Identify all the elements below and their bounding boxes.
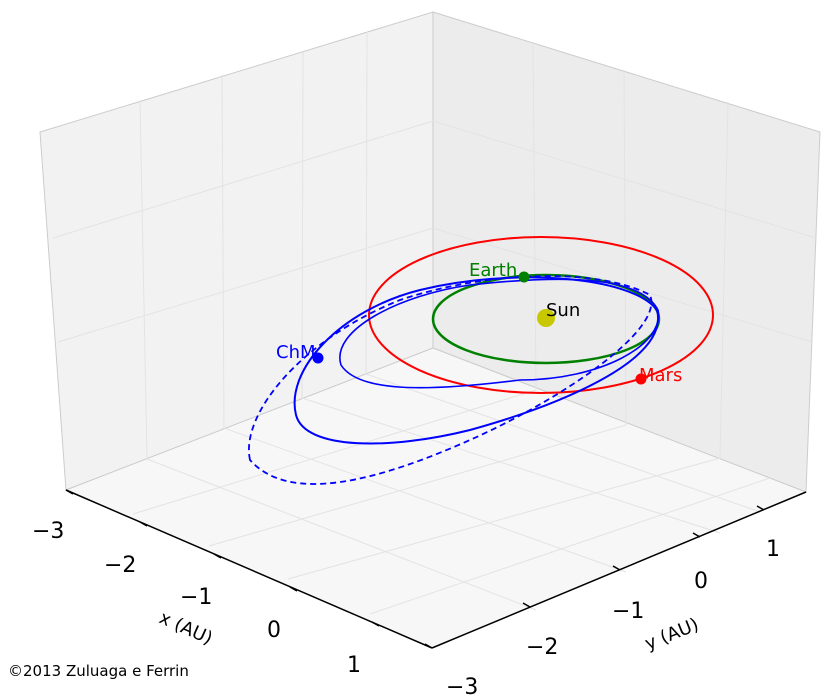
chm-orbit-outer (293, 276, 660, 445)
sun-label: Sun (546, 300, 580, 321)
y-axis-ticks (424, 505, 765, 649)
grid (52, 31, 817, 615)
x-axis-ticks (65, 489, 380, 627)
x-tick-label: −3 (32, 519, 64, 544)
chm-marker (312, 352, 324, 364)
earth-label: Earth (469, 260, 517, 281)
chm-label: ChM (276, 342, 316, 363)
y-tick-label: −3 (446, 675, 478, 700)
x-tick-label: 1 (347, 653, 361, 678)
x-tick-label: −2 (104, 553, 136, 578)
y-tick-label: −1 (612, 599, 644, 624)
y-tick-label: 0 (694, 569, 708, 594)
mars-label: Mars (639, 365, 682, 386)
x-tick-label: 0 (267, 618, 281, 643)
y-axis-label: y (AU) (642, 614, 702, 654)
x-tick-label: −1 (180, 585, 212, 610)
chm-orbit-dashed (248, 275, 653, 485)
orbits (248, 236, 714, 485)
mars-orbit (368, 236, 714, 394)
mars-marker (635, 373, 647, 385)
copyright-notice: ©2013 Zuluaga e Ferrin (8, 662, 189, 680)
y-tick-label: 1 (766, 537, 780, 562)
y-tick-label: −2 (526, 635, 558, 660)
x-axis-label: x (AU) (156, 607, 216, 649)
sun-marker (537, 309, 555, 327)
earth-marker (518, 271, 530, 283)
